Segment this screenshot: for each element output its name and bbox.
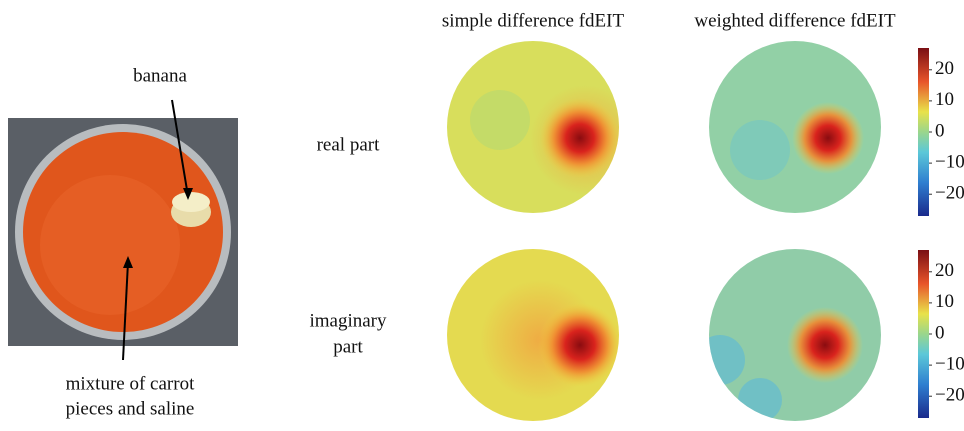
- colorbar-label: 20: [935, 260, 954, 281]
- colorbar-label: 0: [935, 120, 945, 141]
- mixture-label: pieces and saline: [66, 398, 195, 419]
- colorbar-label: 10: [935, 291, 954, 312]
- colorbar-label: 10: [935, 89, 954, 110]
- heatmap: [447, 249, 619, 421]
- row-label: real part: [317, 134, 380, 155]
- colorbar-label: 0: [935, 322, 945, 343]
- colorbar: [918, 250, 929, 418]
- arrow: [122, 261, 129, 361]
- colorbar-label: −10: [935, 151, 964, 172]
- column-header: weighted difference fdEIT: [694, 10, 896, 31]
- colorbar-label: −20: [935, 183, 964, 204]
- heatmap: [709, 249, 881, 421]
- colorbar: [918, 48, 929, 216]
- row-label: part: [333, 336, 363, 357]
- photo: [8, 118, 238, 346]
- banana-label: banana: [133, 65, 187, 86]
- colorbar-label: −10: [935, 353, 964, 374]
- heatmap: [709, 41, 881, 213]
- row-label: imaginary: [309, 310, 387, 331]
- arrow-head: [183, 188, 193, 200]
- mixture-label: mixture of carrot: [66, 373, 195, 394]
- colorbar-label: −20: [935, 385, 964, 406]
- column-header: simple difference fdEIT: [442, 10, 625, 31]
- arrow: [171, 99, 189, 197]
- colorbar-label: 20: [935, 58, 954, 79]
- arrow-head: [123, 256, 133, 268]
- heatmap: [447, 41, 619, 213]
